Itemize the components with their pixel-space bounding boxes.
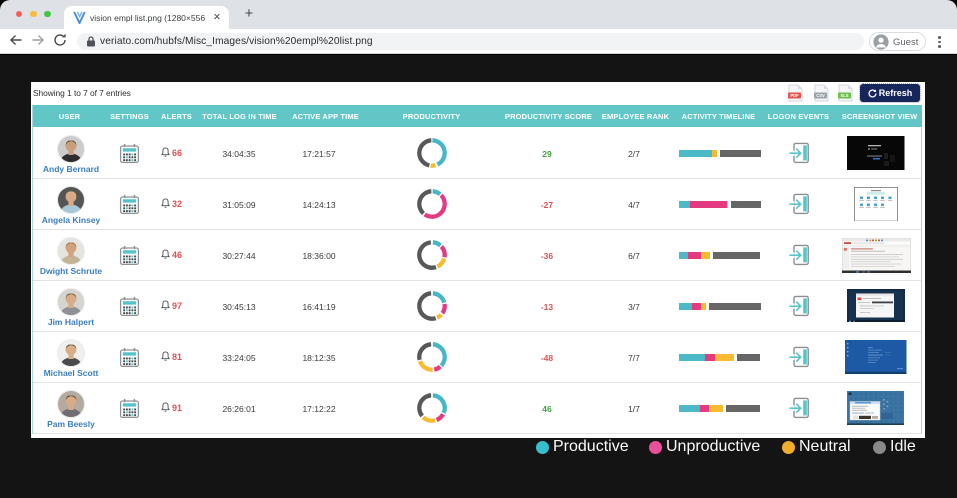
svg-text:PDF: PDF	[790, 93, 799, 98]
svg-text:XLS: XLS	[840, 93, 848, 98]
svg-text:CSV: CSV	[816, 93, 825, 98]
